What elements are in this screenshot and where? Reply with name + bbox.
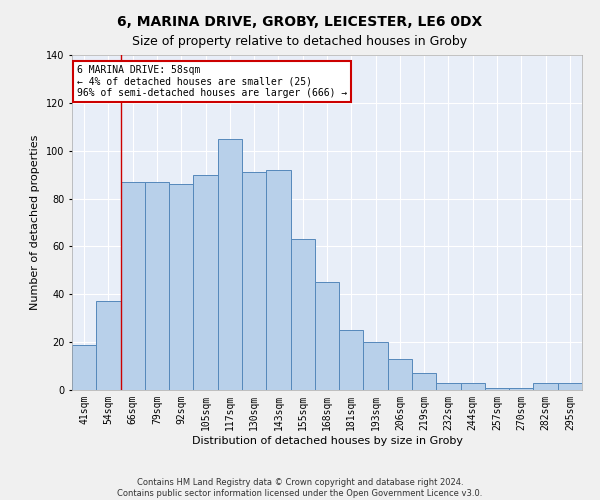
Text: 6, MARINA DRIVE, GROBY, LEICESTER, LE6 0DX: 6, MARINA DRIVE, GROBY, LEICESTER, LE6 0… <box>118 15 482 29</box>
Bar <box>558 383 582 390</box>
Bar <box>169 184 193 390</box>
Bar <box>72 344 96 390</box>
Bar <box>145 182 169 390</box>
Bar <box>412 373 436 390</box>
Bar <box>461 383 485 390</box>
Bar <box>193 174 218 390</box>
Bar <box>121 182 145 390</box>
Bar <box>364 342 388 390</box>
X-axis label: Distribution of detached houses by size in Groby: Distribution of detached houses by size … <box>191 436 463 446</box>
Bar <box>290 240 315 390</box>
Bar <box>218 138 242 390</box>
Text: Size of property relative to detached houses in Groby: Size of property relative to detached ho… <box>133 35 467 48</box>
Text: Contains HM Land Registry data © Crown copyright and database right 2024.
Contai: Contains HM Land Registry data © Crown c… <box>118 478 482 498</box>
Bar <box>96 302 121 390</box>
Bar <box>436 383 461 390</box>
Bar <box>266 170 290 390</box>
Bar <box>509 388 533 390</box>
Y-axis label: Number of detached properties: Number of detached properties <box>31 135 40 310</box>
Bar <box>485 388 509 390</box>
Text: 6 MARINA DRIVE: 58sqm
← 4% of detached houses are smaller (25)
96% of semi-detac: 6 MARINA DRIVE: 58sqm ← 4% of detached h… <box>77 65 347 98</box>
Bar <box>315 282 339 390</box>
Bar <box>242 172 266 390</box>
Bar <box>339 330 364 390</box>
Bar <box>388 359 412 390</box>
Bar <box>533 383 558 390</box>
